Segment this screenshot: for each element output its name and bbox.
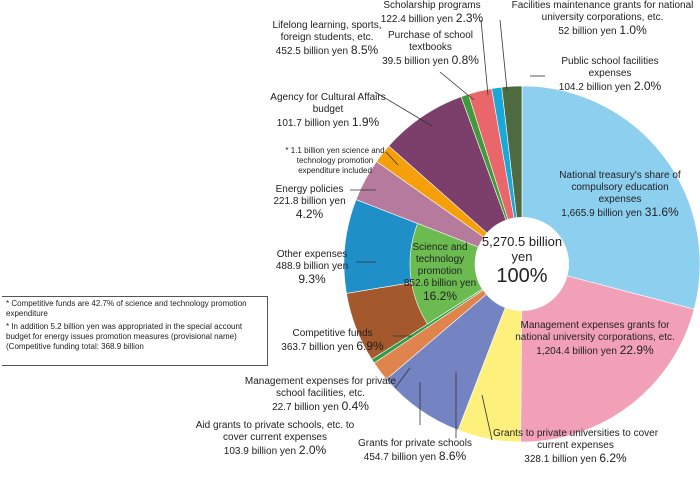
total-percent: 100% <box>496 265 548 287</box>
category: Management expenses for private school f… <box>244 376 397 399</box>
category: Management expenses grants for national … <box>515 320 675 343</box>
slice-label: Management expenses for private school f… <box>238 376 403 414</box>
slice-label: Competitive funds 363.7 billion yen 6.9% <box>270 328 395 354</box>
amount-line: 104.2 billion yen 2.0% <box>545 80 675 94</box>
percent: 2.0% <box>633 79 662 93</box>
amount: 39.5 billion yen <box>382 56 449 67</box>
category: Purchase of school textbooks <box>387 30 474 53</box>
leader-line <box>480 19 489 96</box>
total: 5,270.5 billion yen <box>481 234 563 264</box>
center-hole <box>475 217 569 311</box>
amount-line: 488.9 billion yen 9.3% <box>262 261 362 287</box>
amount-line: 452.5 billion yen 8.5% <box>272 44 382 58</box>
category: Agency for Cultural Affairs budget <box>270 92 386 115</box>
amount: 363.7 billion yen <box>281 342 354 353</box>
note: * In addition 5.2 billion yen was approp… <box>6 322 243 351</box>
amount: 488.9 billion yen <box>275 261 349 272</box>
percent: 2.3% <box>455 11 484 25</box>
amount: 328.1 billion yen <box>524 454 597 465</box>
slice-label: Public school facilities expenses 104.2 b… <box>545 56 675 94</box>
note: * Competitive funds are 42.7% of science… <box>6 299 247 318</box>
amount: 52 billion yen <box>558 26 617 37</box>
slice-label: Facilities maintenance grants for nation… <box>505 0 700 38</box>
slice-label: Grants for private schools 454.7 billion … <box>345 438 485 464</box>
amount: 1,665.9 billion yen <box>561 208 642 219</box>
science-title: Science and technology promotion <box>412 242 468 277</box>
amount-line: 363.7 billion yen 6.9% <box>270 340 395 354</box>
amount: 122.4 billion yen <box>380 14 454 25</box>
category: Public school facilities expenses <box>561 56 659 79</box>
slice-label: Energy policies 221.8 billion yen 4.2% <box>262 184 357 222</box>
leader-line <box>374 91 433 127</box>
amount-line: 122.4 billion yen 2.3% <box>372 12 492 26</box>
percent: 8.6% <box>438 449 467 463</box>
percent: 1.0% <box>619 23 647 37</box>
category: Other expenses <box>276 249 348 260</box>
amount: 103.9 billion yen <box>223 446 297 457</box>
slice-label: Grants to private universities to cover … <box>488 428 663 466</box>
amount: 452.5 billion yen <box>275 46 349 57</box>
category: Lifelong learning, sports, foreign stude… <box>272 20 382 43</box>
percent: 0.8% <box>451 53 479 67</box>
percent: 9.3% <box>298 272 326 286</box>
science-percent: 16.2% <box>422 289 458 303</box>
category: National treasury's share of compulsory … <box>559 170 681 205</box>
notes-box: * Competitive funds are 42.7% of science… <box>2 296 268 366</box>
category: Facilities maintenance grants for nation… <box>511 0 694 23</box>
amount-line: 101.7 billion yen 1.9% <box>262 116 394 130</box>
amount-line: 39.5 billion yen 0.8% <box>378 54 483 68</box>
science-label: Science and technology promotion 852.6 bi… <box>398 242 482 302</box>
amount: 101.7 billion yen <box>276 118 350 129</box>
category: Competitive funds <box>292 328 373 339</box>
slice-label: Aid grants to private schools, etc. to c… <box>185 420 365 458</box>
amount-line: 103.9 billion yen 2.0% <box>185 444 365 458</box>
percent: 31.6% <box>644 205 679 219</box>
amount-line: 328.1 billion yen 6.2% <box>488 452 663 466</box>
pie-slice <box>520 263 695 443</box>
amount: 454.7 billion yen <box>363 452 437 463</box>
amount: 104.2 billion yen <box>558 82 632 93</box>
category: Energy policies <box>275 184 344 195</box>
slice-label: National treasury's share of compulsory … <box>555 170 685 220</box>
slice-label: Scholarship programs 122.4 billion yen 2.… <box>372 0 492 26</box>
slice-label: Agency for Cultural Affairs budget 101.7 … <box>262 92 394 130</box>
percent: 0.4% <box>341 399 369 413</box>
leader-line <box>385 151 399 166</box>
amount: 22.7 billion yen <box>272 402 339 413</box>
category: Grants for private schools <box>358 438 472 449</box>
amount-line: 22.7 billion yen 0.4% <box>238 400 403 414</box>
science-amount: 852.6 billion yen <box>403 278 477 289</box>
slice-label: Other expenses 488.9 billion yen 9.3% <box>262 249 362 287</box>
percent: 1.9% <box>351 115 380 129</box>
center-label: 5,270.5 billion yen 100% <box>478 234 566 288</box>
agency-note: * 1.1 billion yen science and technology… <box>285 146 385 175</box>
percent: 6.9% <box>356 339 384 353</box>
slice-label: Management expenses grants for national … <box>505 320 685 358</box>
amount-line: 52 billion yen 1.0% <box>505 24 700 38</box>
percent: 8.5% <box>350 43 379 57</box>
slice-label: Purchase of school textbooks 39.5 billion… <box>378 30 483 68</box>
category: Grants to private universities to cover … <box>492 428 659 451</box>
amount-line: 1,204.4 billion yen 22.9% <box>505 344 685 358</box>
percent: 2.0% <box>298 443 327 457</box>
category: Scholarship programs <box>383 0 481 11</box>
category: Aid grants to private schools, etc. to c… <box>195 420 355 443</box>
amount-line: 221.8 billion yen 4.2% <box>262 196 357 222</box>
leader-line <box>499 19 508 91</box>
leader-line <box>481 394 493 441</box>
percent: 6.2% <box>599 451 627 465</box>
leader-line <box>439 71 475 101</box>
leader-line <box>394 367 411 389</box>
percent: 4.2% <box>295 207 324 221</box>
slice-label: Lifelong learning, sports, foreign stude… <box>272 20 382 58</box>
amount: 221.8 billion yen <box>273 196 346 207</box>
amount-line: 454.7 billion yen 8.6% <box>345 450 485 464</box>
amount-line: 1,665.9 billion yen 31.6% <box>555 206 685 220</box>
amount: 1,204.4 billion yen <box>536 346 617 357</box>
percent: 22.9% <box>619 343 654 357</box>
